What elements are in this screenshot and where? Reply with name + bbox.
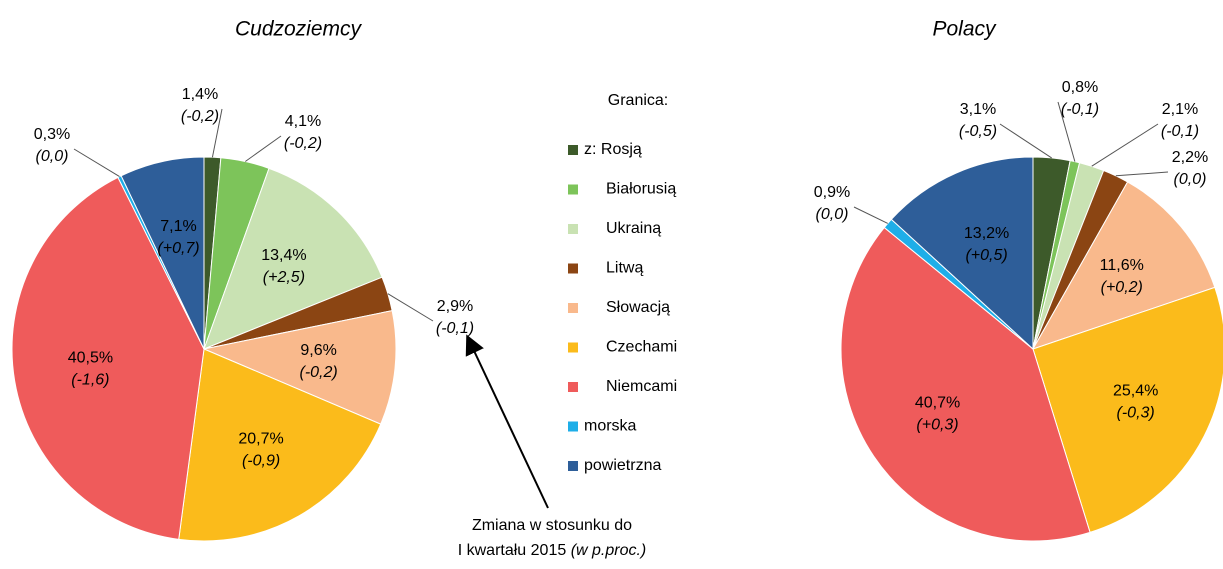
data-label: 9,6% — [300, 342, 336, 359]
leader-line — [245, 135, 282, 162]
legend-swatch — [568, 461, 578, 471]
pie-slice — [203, 167, 383, 350]
chart-title: Cudzoziemcy — [235, 18, 363, 41]
legend-label: Białorusią — [606, 181, 676, 198]
data-label: 2,1% — [1162, 101, 1198, 118]
data-label: 25,4% — [1113, 383, 1158, 400]
change-label: (+0,5) — [965, 247, 1007, 264]
legend-label: Litwą — [606, 260, 643, 277]
change-label: (+2,5) — [263, 269, 305, 286]
pie-slice — [178, 348, 382, 542]
change-label: (-0,9) — [242, 452, 280, 469]
change-label: (-0,5) — [959, 123, 997, 140]
legend-label: Niemcami — [606, 378, 677, 395]
data-label: 40,5% — [68, 349, 113, 366]
legend-swatch — [568, 224, 578, 234]
change-label: (-0,3) — [1117, 405, 1155, 422]
annotation-line: I kwartału 2015 — [458, 542, 571, 559]
legend-label: powietrzna — [584, 457, 661, 474]
leader-line — [853, 206, 889, 224]
leader-line — [999, 123, 1052, 159]
data-label: 2,9% — [437, 298, 473, 315]
legend-label: Słowacją — [606, 299, 670, 316]
data-label: 4,1% — [285, 113, 321, 130]
change-label: (-0,2) — [181, 108, 219, 125]
legend-swatch — [568, 263, 578, 274]
change-label: (-0,2) — [300, 364, 338, 381]
data-label: 20,7% — [238, 430, 283, 447]
legend-title: Granica: — [608, 92, 668, 109]
data-label: 2,2% — [1172, 149, 1208, 166]
change-label: (-1,6) — [71, 371, 109, 388]
data-label: 0,9% — [814, 184, 850, 201]
leader-line — [1115, 171, 1169, 177]
change-label: (-0,1) — [1061, 101, 1099, 118]
data-label: 0,8% — [1062, 79, 1098, 96]
change-label: (+0,2) — [1101, 279, 1143, 296]
chart-title: Polacy — [932, 18, 997, 41]
pie-slice — [1031, 181, 1216, 350]
legend-swatch — [568, 342, 578, 353]
annotation-italic: (w p.proc.) — [571, 542, 647, 559]
data-label: 11,6% — [1100, 257, 1144, 274]
annotation-arrow — [465, 334, 549, 509]
legend-swatch — [568, 382, 578, 392]
pie-slice — [890, 156, 1034, 351]
legend-label: Ukrainą — [606, 220, 661, 237]
leader-line — [211, 108, 223, 158]
pie-slice — [11, 176, 205, 540]
change-label: (-0,1) — [436, 320, 474, 337]
data-label: 7,1% — [160, 218, 196, 235]
change-label: (0,0) — [36, 148, 69, 165]
leader-line — [387, 293, 434, 322]
annotation: Zmiana w stosunku do — [472, 517, 632, 534]
data-label: 13,4% — [261, 247, 306, 264]
data-label: 1,4% — [182, 86, 218, 103]
pie-slice — [840, 226, 1091, 542]
change-label: (0,0) — [816, 206, 849, 223]
pie-slice — [202, 310, 397, 425]
data-label: 40,7% — [915, 395, 960, 412]
annotation: I kwartału 2015 (w p.proc.) — [458, 542, 647, 559]
legend-label: z: Rosją — [584, 141, 642, 158]
change-label: (+0,7) — [157, 240, 199, 257]
pie-slice — [120, 156, 205, 350]
legend-label: Czechami — [606, 339, 677, 356]
legend-swatch — [568, 303, 578, 313]
data-label: 0,3% — [34, 126, 70, 143]
leader-line — [1091, 123, 1159, 167]
legend-swatch — [568, 421, 578, 432]
change-label: (0,0) — [1174, 171, 1207, 188]
leader-line — [1057, 101, 1076, 162]
legend-swatch — [568, 184, 578, 195]
data-label: 3,1% — [960, 101, 996, 118]
change-label: (-0,2) — [284, 135, 322, 152]
legend-label: morska — [584, 418, 637, 435]
legend-swatch — [568, 145, 578, 155]
change-label: (-0,1) — [1161, 123, 1199, 140]
change-label: (+0,3) — [916, 417, 958, 434]
leader-line — [73, 148, 120, 178]
pie-slice — [1032, 286, 1223, 533]
data-label: 13,2% — [964, 225, 1009, 242]
